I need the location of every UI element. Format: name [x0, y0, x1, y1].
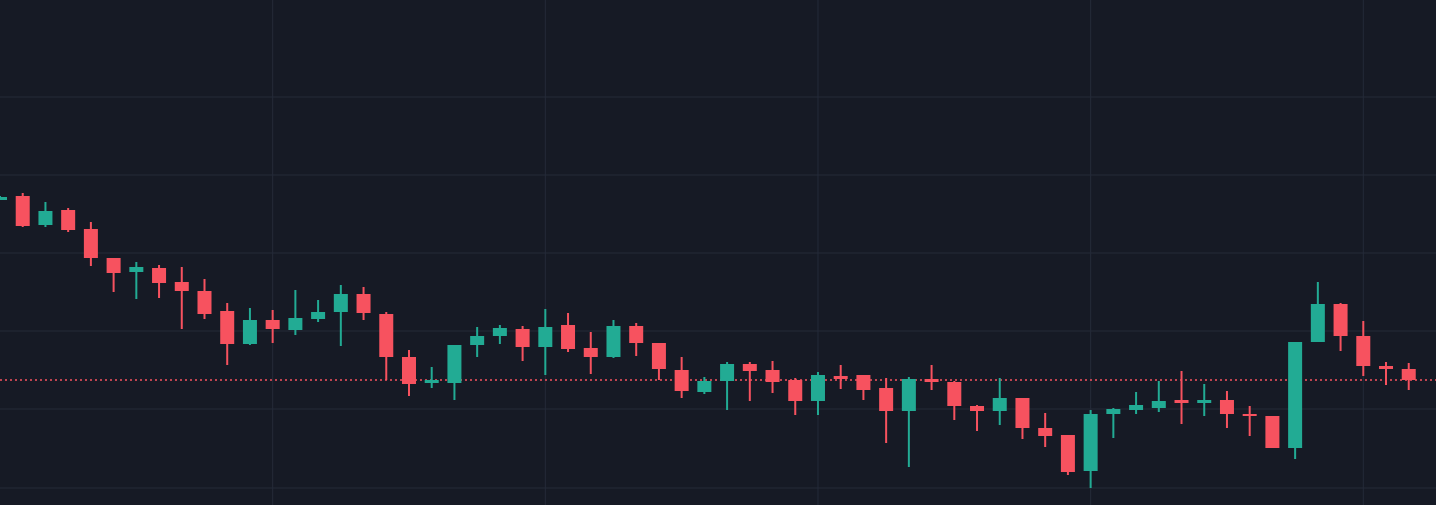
candle-body: [674, 370, 689, 391]
candle-body: [242, 320, 257, 344]
candle-body: [311, 312, 326, 319]
candle-body: [333, 294, 348, 312]
candle-body: [833, 376, 848, 379]
candle-body: [106, 258, 121, 273]
candle-body: [1265, 416, 1280, 448]
candle-body: [447, 345, 462, 383]
candle-body: [1174, 400, 1189, 403]
candle-body: [1197, 400, 1212, 403]
candle-body: [1333, 304, 1348, 336]
candle-body: [810, 375, 825, 401]
candle-body: [356, 294, 371, 313]
candle-body: [788, 380, 803, 401]
candle-body: [288, 318, 303, 330]
candle-body: [720, 364, 735, 381]
candle-body: [492, 328, 507, 336]
candle-body: [1060, 435, 1075, 472]
candle-body: [947, 382, 962, 406]
candle-body: [470, 336, 485, 345]
candle-body: [1310, 304, 1325, 342]
candle-body: [606, 326, 621, 357]
candle-body: [992, 398, 1007, 411]
candle-body: [38, 211, 53, 225]
candle-body: [83, 229, 98, 258]
candle-body: [1083, 414, 1098, 471]
candle-body: [401, 357, 416, 384]
candle-body: [697, 381, 712, 392]
candle-body: [879, 388, 894, 411]
candle-body: [1151, 401, 1166, 408]
candle-body: [765, 370, 780, 382]
candle-body: [1242, 414, 1257, 416]
candle-body: [901, 379, 916, 411]
candle-body: [629, 326, 644, 343]
candle-body: [265, 320, 280, 329]
candle-body: [379, 314, 394, 357]
candle-body: [856, 375, 871, 390]
candle-body: [1106, 409, 1121, 414]
candle-body: [220, 311, 235, 344]
candle-body: [1015, 398, 1030, 428]
candle-body: [1288, 342, 1303, 448]
candle-body: [1129, 405, 1144, 410]
candle-body: [1038, 428, 1053, 436]
candle-body: [197, 291, 212, 314]
candle-body: [15, 196, 30, 226]
candle-body: [538, 327, 553, 347]
candle-body: [424, 380, 439, 383]
candle-body: [129, 267, 144, 272]
candle-body: [174, 282, 189, 291]
candle-body: [515, 329, 530, 347]
candle-body: [0, 197, 7, 200]
candle-body: [1356, 336, 1371, 366]
candle-body: [651, 343, 666, 369]
candle-body: [742, 364, 757, 371]
candle-body: [152, 268, 167, 283]
candle-body: [61, 210, 76, 230]
candle-body: [561, 325, 576, 349]
candle-body: [1219, 400, 1234, 414]
candle-body: [924, 379, 939, 382]
candle-body: [1401, 369, 1416, 380]
candle-body: [1379, 366, 1394, 369]
candle-body: [970, 406, 985, 411]
candle-body: [583, 348, 598, 357]
